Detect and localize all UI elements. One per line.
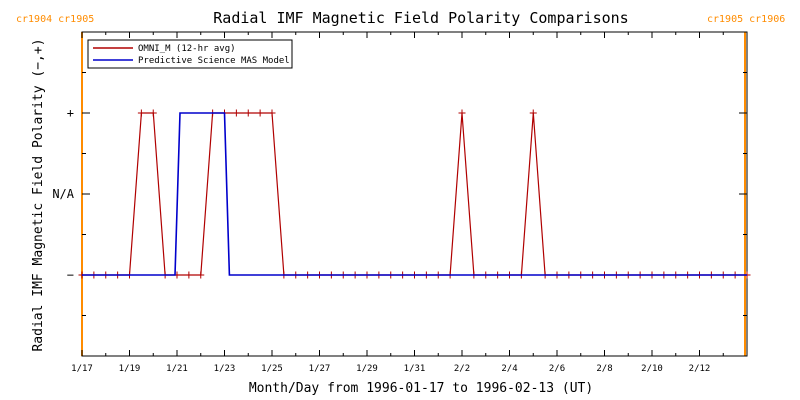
x-tick-label: 1/25 [261, 364, 283, 374]
x-tick-label: 2/2 [454, 364, 470, 374]
series-line-omni [82, 112, 747, 276]
series-line-mas [82, 112, 747, 276]
x-tick-label: 2/6 [549, 364, 565, 374]
x-tick-label: 1/19 [119, 364, 141, 374]
legend: OMNI_M (12-hr avg) Predictive Science MA… [87, 39, 293, 69]
y-tick-label: + [67, 106, 74, 120]
y-tick-label: N/A [52, 187, 74, 201]
data-point-marker [529, 109, 537, 117]
data-point-marker [244, 109, 252, 117]
chart-title: Radial IMF Magnetic Field Polarity Compa… [213, 9, 628, 27]
data-point-marker [256, 109, 264, 117]
x-axis-title: Month/Day from 1996-01-17 to 1996-02-13 … [249, 381, 593, 396]
x-tick-label: 1/21 [166, 364, 188, 374]
data-point-marker [137, 109, 145, 117]
x-tick-label: 2/12 [689, 364, 711, 374]
x-tick-label: 2/4 [501, 364, 517, 374]
x-tick-label: 1/27 [309, 364, 331, 374]
data-point-marker [268, 109, 276, 117]
x-tick-label: 1/23 [214, 364, 236, 374]
data-point-marker [232, 109, 240, 117]
x-tick-label: 1/31 [404, 364, 426, 374]
legend-box [87, 39, 293, 69]
data-point-marker [185, 271, 193, 279]
carrington-label-left: cr1904 cr1905 [16, 14, 94, 25]
x-tick-label: 2/8 [596, 364, 612, 374]
y-axis-ticks: + N/A − [52, 31, 747, 357]
x-tick-label: 1/17 [71, 364, 93, 374]
y-tick-label: − [67, 268, 74, 282]
plot-frame [81, 31, 748, 357]
legend-label-omni: OMNI_M (12-hr avg) [138, 44, 236, 54]
series-layer [78, 109, 751, 279]
legend-label-mas: Predictive Science MAS Model [138, 56, 290, 66]
x-axis-ticks: 1/17 1/19 1/21 1/23 1/25 1/27 1/29 1/31 2/2 2/4 2/… [71, 32, 748, 374]
data-point-marker [197, 271, 205, 279]
x-tick-label: 1/29 [356, 364, 378, 374]
data-point-marker [458, 109, 466, 117]
data-point-marker [149, 109, 157, 117]
y-axis-title: Radial IMF Magnetic Field Polarity (−,+) [31, 38, 46, 351]
x-tick-label: 2/10 [641, 364, 663, 374]
carrington-label-right: cr1905 cr1906 [707, 14, 785, 25]
